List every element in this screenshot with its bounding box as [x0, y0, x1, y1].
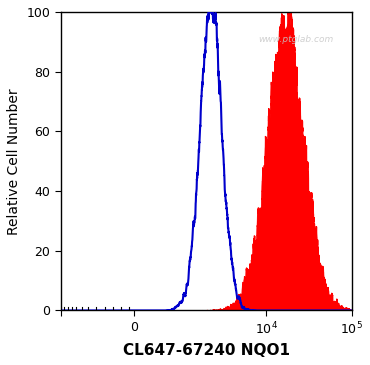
Y-axis label: Relative Cell Number: Relative Cell Number [7, 88, 21, 235]
X-axis label: CL647-67240 NQO1: CL647-67240 NQO1 [123, 343, 290, 358]
Text: www.ptglab.com: www.ptglab.com [259, 35, 334, 44]
